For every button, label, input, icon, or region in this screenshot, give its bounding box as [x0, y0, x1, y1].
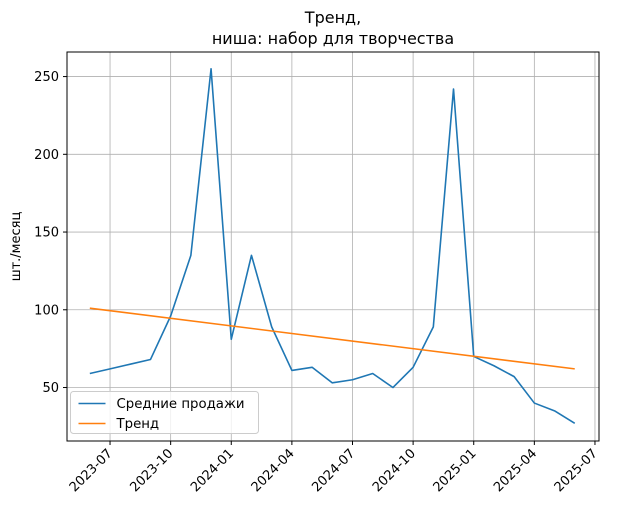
y-tick-label: 150 [34, 226, 59, 241]
trend-line [89, 307, 575, 370]
x-tick-label: 2023-10 [127, 446, 176, 495]
x-tick-label: 2025-07 [552, 446, 601, 495]
legend-label: Тренд [116, 417, 160, 432]
y-axis-label: шт./месяц [9, 212, 24, 282]
x-tick-label: 2025-01 [431, 446, 480, 495]
legend-label: Средние продажи [117, 397, 245, 412]
chart-title: Тренд, ниша: набор для творчества [211, 8, 455, 48]
y-tick-label: 250 [34, 70, 59, 85]
sales-line [89, 67, 576, 424]
x-tick-label: 2024-04 [249, 446, 298, 495]
x-tick-label: 2024-01 [188, 446, 237, 495]
x-tick-label: 2025-04 [491, 446, 540, 495]
legend-box [70, 391, 259, 434]
x-tick-label: 2024-07 [309, 446, 358, 495]
x-tick-label: 2023-07 [67, 446, 116, 495]
y-tick-label: 200 [34, 148, 59, 163]
y-tick-label: 100 [34, 303, 59, 318]
legend: Средние продажи Тренд [70, 391, 259, 434]
series-group [89, 67, 576, 424]
axes-frame [66, 51, 600, 442]
grid [67, 52, 599, 441]
y-tick-label: 50 [42, 381, 59, 396]
x-tick-label: 2024-10 [370, 446, 419, 495]
